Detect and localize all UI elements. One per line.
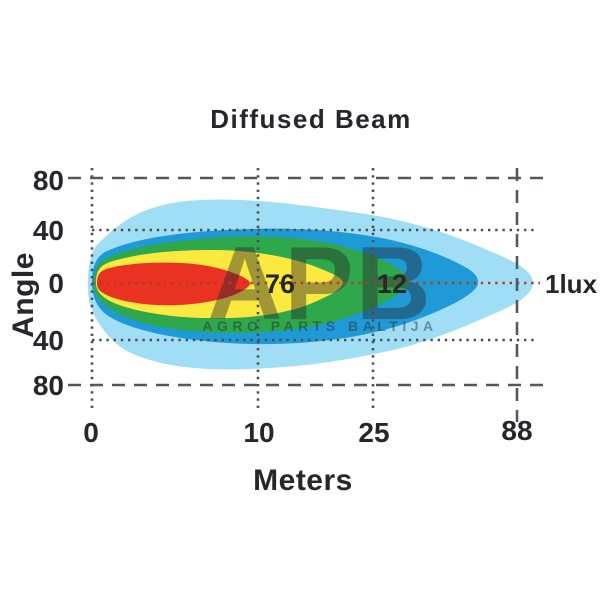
annotation-12: 12 <box>377 269 407 299</box>
y-axis-title: Angle <box>7 252 40 338</box>
annotation-76: 76 <box>265 269 295 299</box>
y-tick-40-bottom: 40 <box>33 325 64 356</box>
annotation-1lux: 1lux <box>545 269 598 299</box>
x-axis-title: Meters <box>253 464 353 497</box>
y-axis: Angle 80 40 0 40 80 <box>7 165 64 401</box>
chart-title: Diffused Beam <box>210 104 412 134</box>
x-tick-88: 88 <box>501 415 532 446</box>
y-tick-40-top: 40 <box>33 215 64 246</box>
x-tick-0: 0 <box>83 417 99 448</box>
y-tick-80-bottom: 80 <box>33 370 64 401</box>
x-axis: 0 10 25 88 Meters <box>83 415 532 497</box>
gridlines <box>68 168 552 422</box>
y-tick-0: 0 <box>48 268 64 299</box>
x-tick-25: 25 <box>358 417 389 448</box>
annotations: 76 12 1lux <box>265 269 598 299</box>
watermark-sub-text: AGRO PARTS BALTIJA <box>202 318 437 334</box>
y-tick-80-top: 80 <box>33 165 64 196</box>
x-tick-10: 10 <box>243 417 274 448</box>
beam-zones <box>88 199 533 370</box>
